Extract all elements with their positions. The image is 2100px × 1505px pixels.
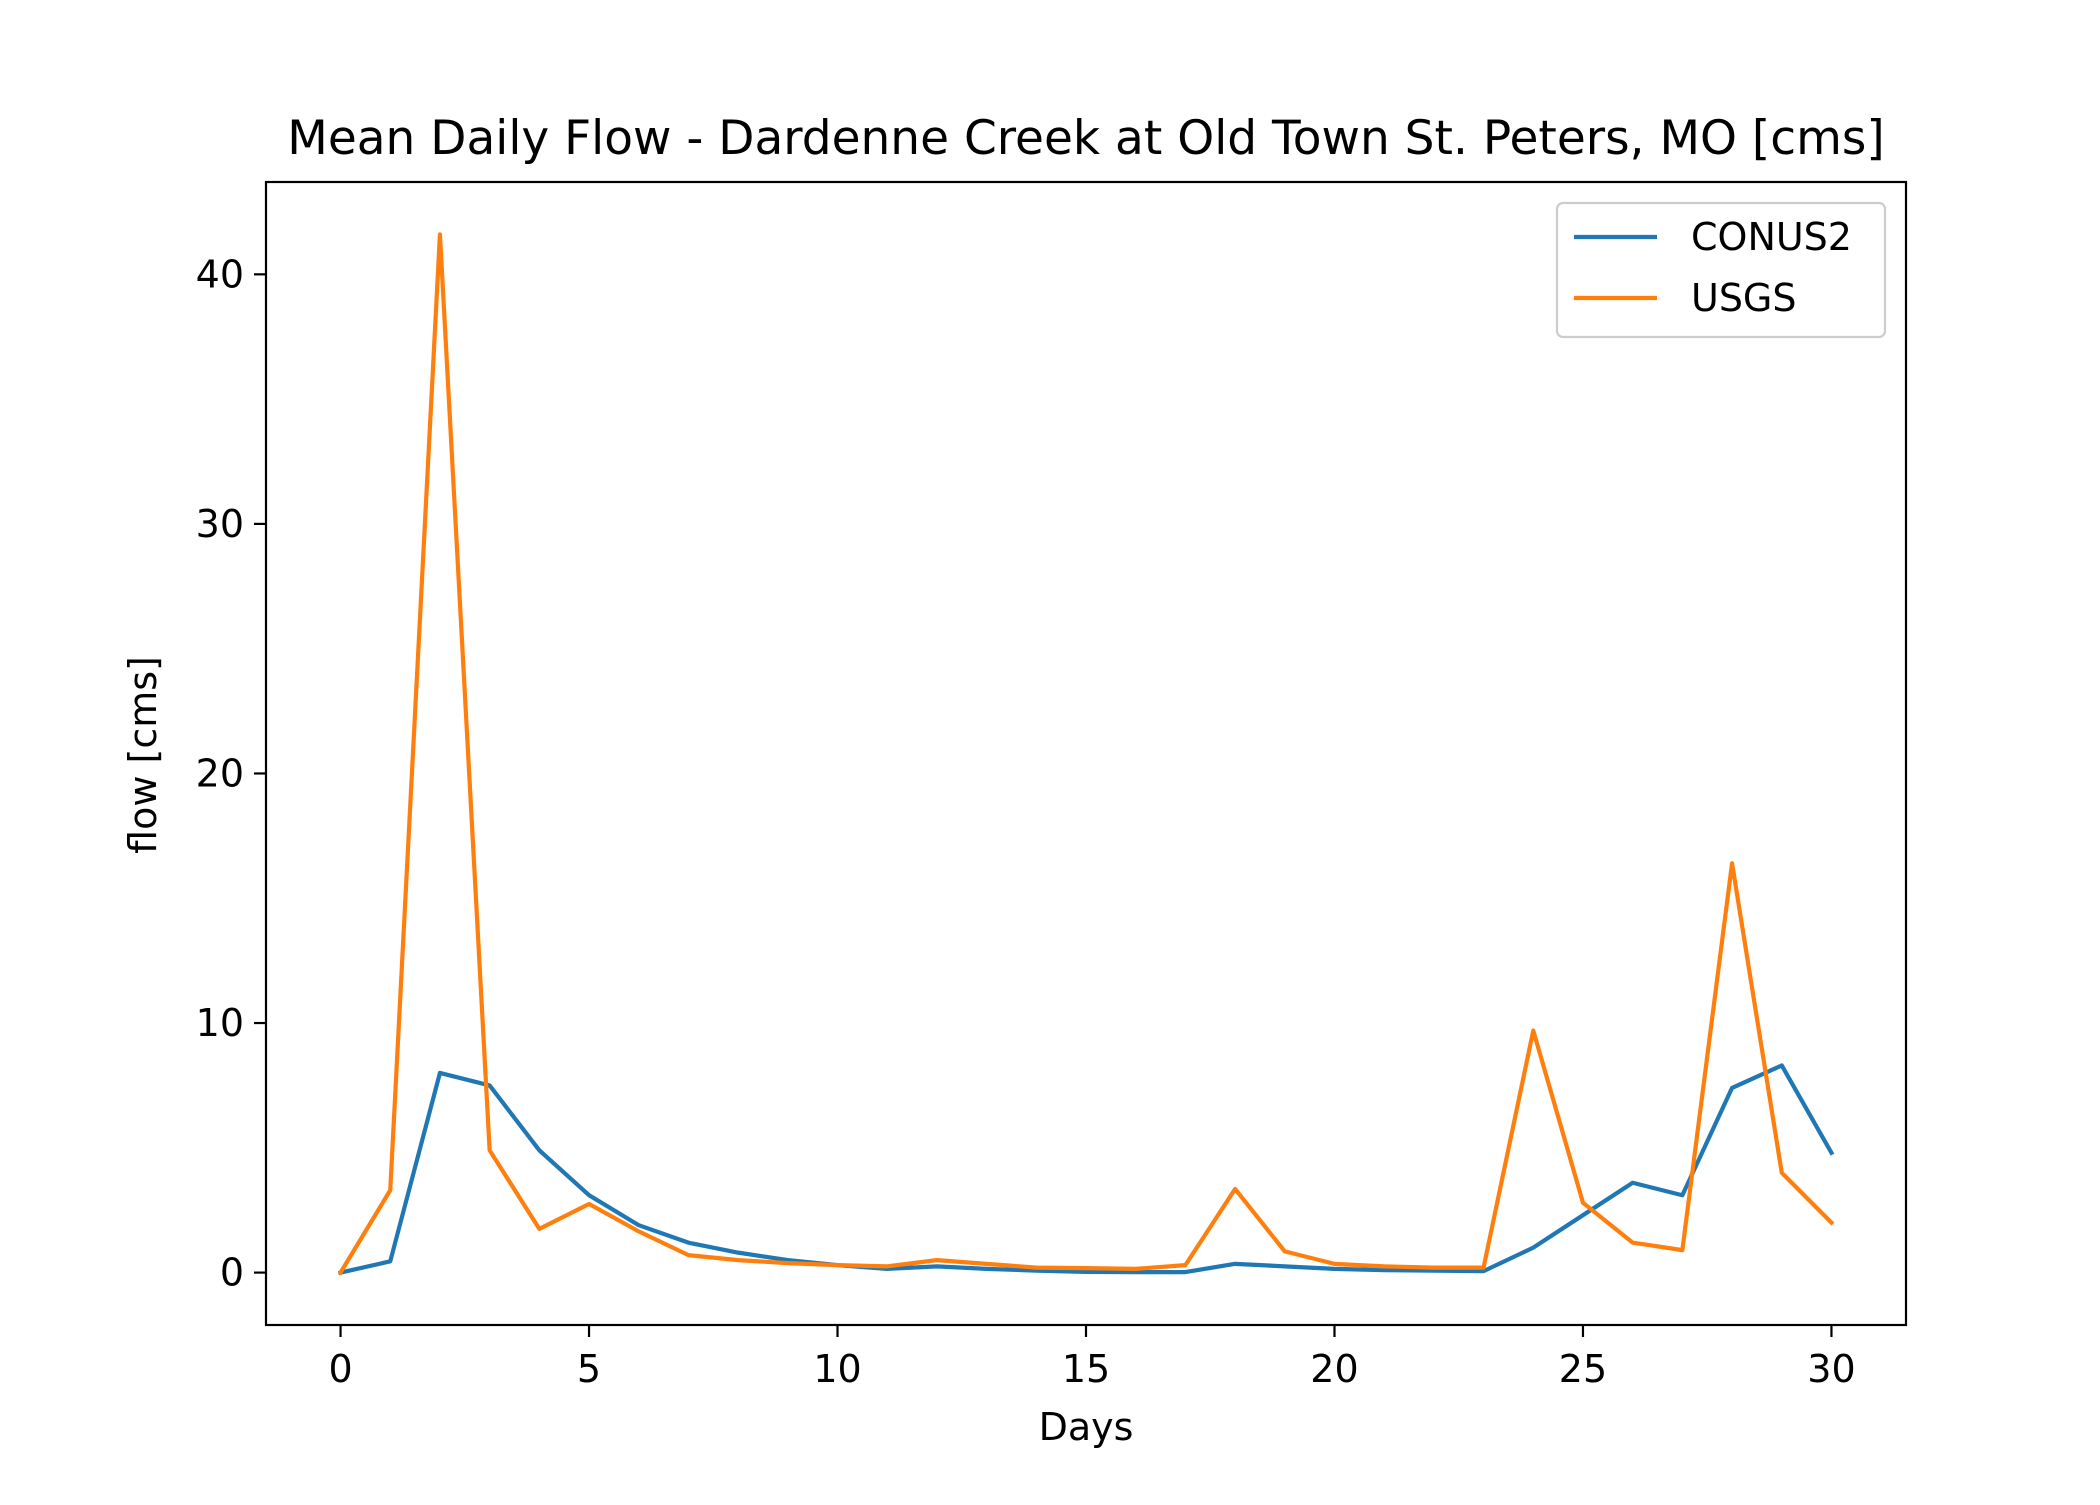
legend-label-conus2: CONUS2 [1691, 215, 1852, 259]
series-line-usgs [337, 232, 1835, 1276]
series-line-conus2 [338, 1063, 1835, 1276]
x-tick-label: 25 [1559, 1347, 1607, 1391]
y-tick-label: 20 [196, 751, 244, 795]
legend-label-usgs: USGS [1691, 276, 1797, 320]
x-tick-label: 5 [577, 1347, 601, 1391]
x-tick-label: 30 [1807, 1347, 1855, 1391]
x-tick-label: 10 [813, 1347, 861, 1391]
y-tick-label: 30 [196, 502, 244, 546]
x-tick-label: 15 [1062, 1347, 1110, 1391]
x-tick-label: 0 [328, 1347, 352, 1391]
x-tick-label: 20 [1310, 1347, 1358, 1391]
x-axis-title: Days [1039, 1405, 1134, 1449]
chart-title: Mean Daily Flow - Dardenne Creek at Old … [287, 111, 1884, 166]
y-axis-title: flow [cms] [121, 656, 165, 854]
y-tick-label: 40 [196, 252, 244, 296]
y-tick-label: 0 [220, 1251, 244, 1295]
y-tick-label: 10 [196, 1001, 244, 1045]
